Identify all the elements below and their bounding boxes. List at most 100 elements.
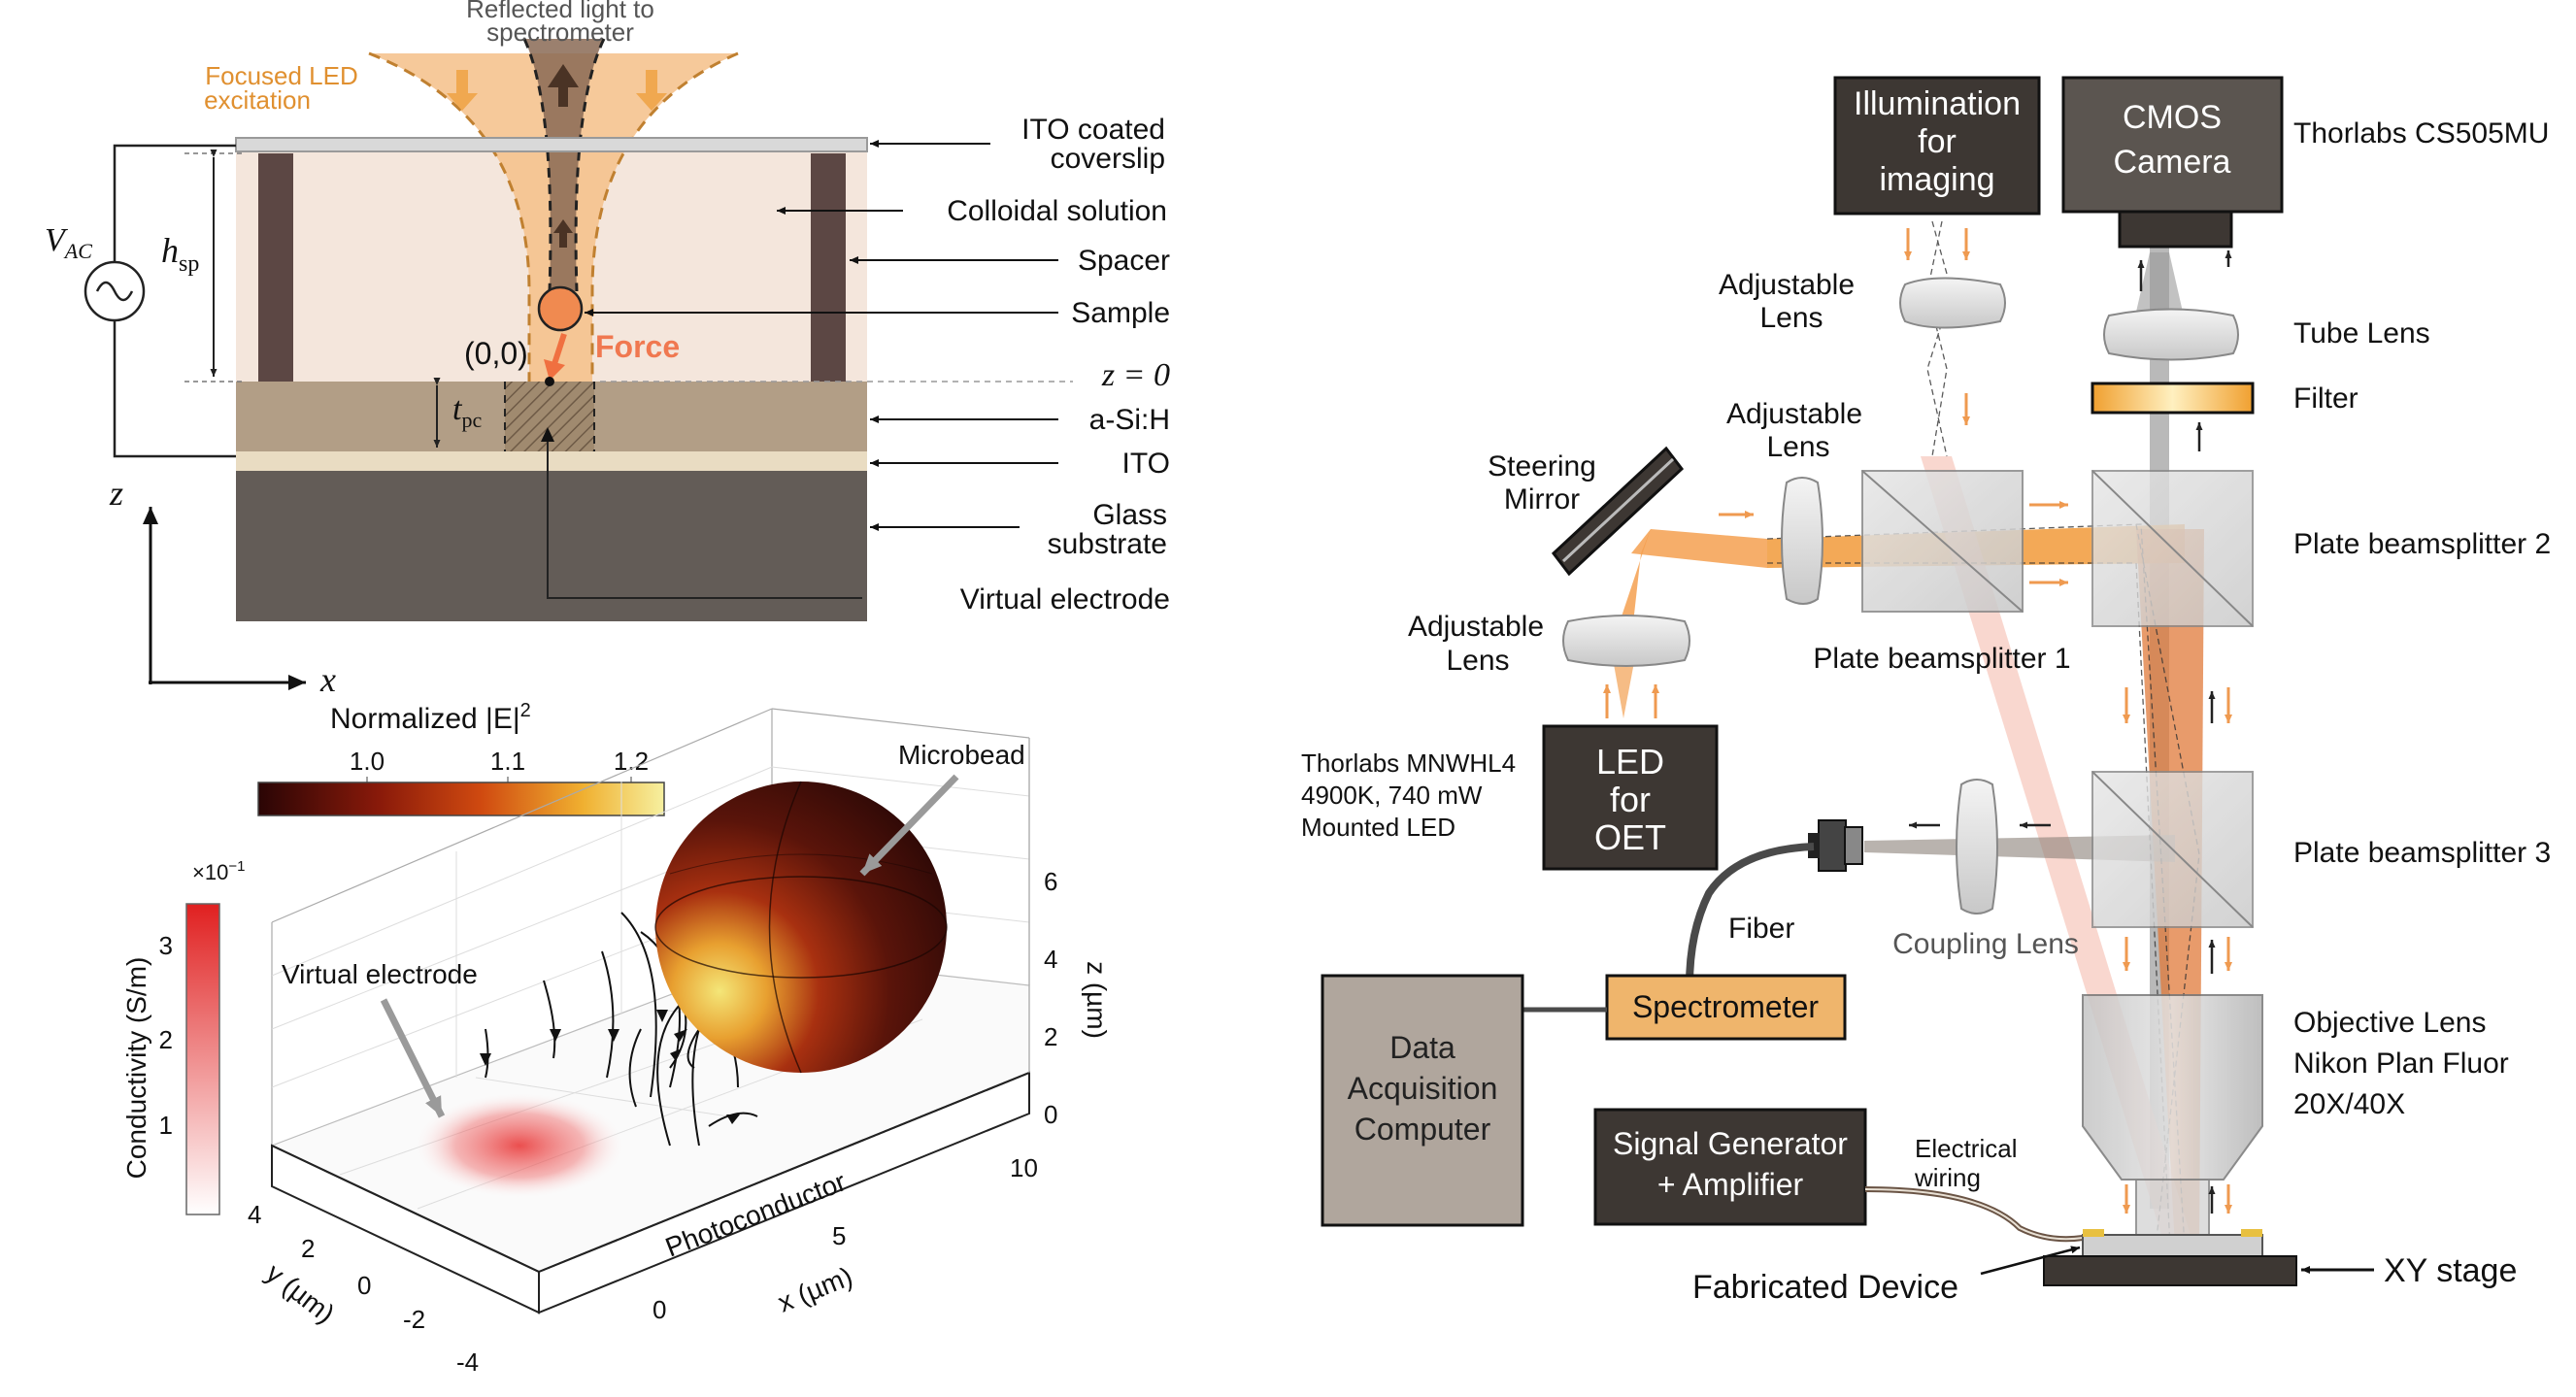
- virtual-electrode-pointer: [380, 998, 446, 1118]
- adjustable-lens-mid: [1781, 477, 1823, 605]
- force-label: Force: [595, 329, 680, 364]
- origin-dot: [545, 377, 554, 386]
- glass-substrate: [236, 471, 867, 621]
- colorbar-tick-0: 1.0: [350, 747, 385, 776]
- svg-text:Normalized |E|2: Normalized |E|2: [330, 700, 531, 735]
- optical-setup: Illumination for imaging CMOS Camera Tho…: [1301, 76, 2551, 1306]
- camera-mount: [2118, 210, 2233, 249]
- led-model-label-3: Mounted LED: [1301, 813, 1455, 842]
- illum-label-3: imaging: [1879, 161, 1994, 198]
- adj-lens-mid-label-1: Adjustable: [1726, 398, 1862, 430]
- force-arrow: [551, 333, 567, 368]
- bs3-label: Plate beamsplitter 3: [2293, 837, 2551, 869]
- glass-label-1: Glass: [1092, 499, 1167, 531]
- microbead-label: Microbead: [898, 740, 1025, 770]
- glass-label-2: substrate: [1048, 528, 1167, 560]
- cond-scale-sup: −1: [228, 858, 245, 875]
- cmos-label-2: Camera: [2114, 144, 2231, 181]
- z-axis-label: z: [109, 474, 123, 513]
- fiber-cable: [1686, 843, 1815, 986]
- microbead-pointer: [859, 774, 959, 877]
- x-tick-0: 0: [652, 1295, 666, 1324]
- coupling-lens-label: Coupling Lens: [1892, 928, 2079, 960]
- stage-label: XY stage: [2384, 1252, 2517, 1289]
- filter: [2091, 382, 2255, 415]
- led-model-label-1: Thorlabs MNWHL4: [1301, 748, 1516, 778]
- spectrometer-label: Spectrometer: [1632, 989, 1819, 1024]
- fiber-label: Fiber: [1728, 913, 1794, 945]
- device-cross-section: Reflected light to spectrometer Focused …: [45, 0, 1170, 699]
- daq-computer-box: [1321, 974, 1524, 1227]
- illumination-box: [1833, 76, 2041, 216]
- svg-text:tpc: tpc: [452, 391, 482, 432]
- ito-layer: [236, 451, 867, 471]
- sample-label: Sample: [1071, 297, 1170, 329]
- spacer-left: [258, 153, 293, 382]
- ito-label: ITO: [1122, 448, 1170, 480]
- adj-lens-low-label-2: Lens: [1446, 645, 1509, 677]
- led-model-label-2: 4900K, 740 mW: [1301, 781, 1483, 810]
- tube-lens: [2103, 308, 2239, 361]
- spectrometer-box: [1605, 974, 1847, 1041]
- adjustable-lens-low: [1562, 615, 1690, 667]
- daq-label-2: Acquisition: [1348, 1071, 1498, 1106]
- y-tick-4: 4: [248, 1200, 261, 1229]
- x-tick-5: 5: [832, 1221, 846, 1250]
- objective-lens: [2082, 994, 2263, 1181]
- y-axis-3d-label: y (µm): [260, 1257, 340, 1329]
- reflected-arrow: [548, 64, 579, 107]
- ito-coverslip-label-1: ITO coated: [1021, 114, 1165, 146]
- simulation-3d: Normalized |E|2 1.0 1.1 1.2 ×10−1 3 2 1 …: [121, 700, 1112, 1377]
- ito-coverslip: [235, 137, 868, 152]
- adj-lens-top-label-1: Adjustable: [1719, 269, 1855, 301]
- siggen-label-1: Signal Generator: [1613, 1126, 1848, 1161]
- vac-sub: AC: [63, 239, 92, 263]
- led-arrow-left: [447, 70, 478, 111]
- spacer-label: Spacer: [1078, 245, 1170, 277]
- hsp-sub: sp: [179, 251, 199, 277]
- camera-model-label: Thorlabs CS505MU: [2293, 117, 2549, 150]
- illum-label-1: Illumination: [1854, 85, 2021, 122]
- x-tick-10: 10: [1010, 1153, 1038, 1182]
- led-box-label-1: LED: [1596, 742, 1664, 782]
- fabricated-device: [2082, 1234, 2263, 1257]
- cmos-camera-box: [2061, 76, 2284, 214]
- tpc-label: t: [452, 391, 463, 427]
- microbead-sphere: [655, 782, 947, 1073]
- beam-label-2: spectrometer: [486, 17, 634, 47]
- cond-axis-label: Conductivity (S/m): [121, 957, 151, 1180]
- led-arrow-right: [636, 70, 667, 111]
- fiber-coupler-icon: [1818, 819, 1847, 872]
- device-label: Fabricated Device: [1692, 1269, 1958, 1306]
- y-tick-0: 0: [357, 1271, 371, 1300]
- led-box-label-2: for: [1610, 780, 1651, 819]
- y-tick-2: 2: [301, 1234, 315, 1263]
- daq-label-3: Computer: [1355, 1112, 1491, 1147]
- virtual-electrode-3d-label: Virtual electrode: [282, 959, 478, 989]
- z-tick-0: 0: [1044, 1100, 1057, 1129]
- virtual-electrode-spot: [413, 1092, 626, 1199]
- cond-scale: ×10: [192, 860, 228, 884]
- objective-label-2: Nikon Plan Fluor: [2293, 1048, 2509, 1080]
- colorbar-title: Normalized |E|: [330, 703, 520, 735]
- wiring-label-1: Electrical: [1915, 1134, 2017, 1163]
- objective-label-1: Objective Lens: [2293, 1007, 2486, 1039]
- filter-label: Filter: [2293, 383, 2359, 415]
- colorbar-tick-2: 1.2: [614, 747, 649, 776]
- led-label-1: Focused LED: [205, 61, 358, 90]
- ito-coverslip-label-2: coverslip: [1051, 143, 1165, 175]
- z-tick-4: 4: [1044, 945, 1057, 974]
- led-box-label-3: OET: [1594, 817, 1666, 857]
- spacer-right: [811, 153, 846, 382]
- virtual-electrode-label: Virtual electrode: [960, 583, 1170, 615]
- led-oet-box: [1542, 724, 1719, 871]
- signal-generator-box: [1593, 1108, 1867, 1226]
- tpc-sub: pc: [461, 408, 482, 432]
- cmos-label-1: CMOS: [2123, 99, 2222, 136]
- tube-lens-label: Tube Lens: [2293, 317, 2430, 349]
- y-tick-neg2: -2: [403, 1305, 425, 1334]
- electrical-wiring: [1864, 1186, 2084, 1243]
- svg-text:×10−1: ×10−1: [192, 858, 245, 884]
- xy-stage: [2043, 1255, 2297, 1286]
